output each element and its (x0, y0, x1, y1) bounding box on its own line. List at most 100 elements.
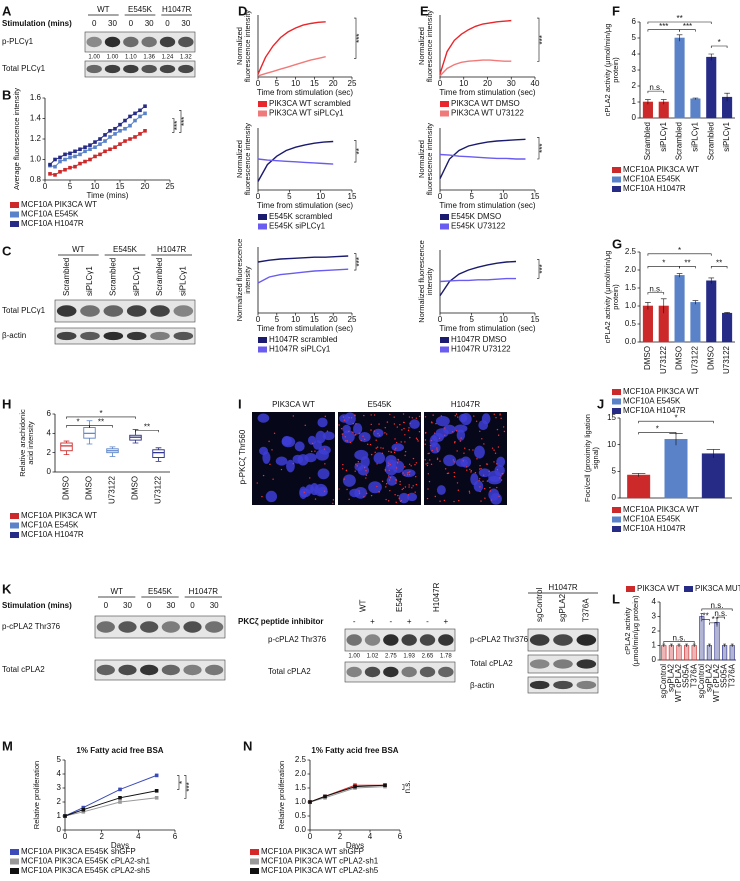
y-axis-label-text: cPLA2 activity (μmol/min/μg protein) (623, 595, 640, 667)
pla-dot (404, 454, 406, 457)
x-tick-label: DMSO (643, 346, 652, 370)
pla-dot (439, 500, 441, 502)
legend-label: MCF10A H1047R (21, 219, 84, 228)
pla-dot (454, 415, 456, 417)
data-line (257, 268, 349, 284)
data-line (257, 158, 334, 165)
data-point (103, 133, 107, 137)
sig-bracket (647, 253, 712, 256)
pla-dot (375, 447, 377, 449)
y-tick-label: 2 (57, 797, 62, 806)
data-point (53, 164, 57, 169)
sig-label: ** (676, 14, 682, 23)
pla-dot (494, 452, 497, 454)
pla-dot (427, 452, 429, 455)
row-label: β-actin (470, 681, 494, 690)
pla-dot (397, 459, 400, 461)
pla-dot (459, 440, 462, 442)
sig-label: ** (702, 612, 708, 621)
x-tick-label: 10 (291, 79, 300, 88)
pla-dot (311, 450, 313, 453)
pla-dot (473, 415, 475, 417)
y-axis-label-text: Relative proliferation (277, 760, 286, 830)
pla-dot (408, 463, 411, 465)
sig-bracket (647, 90, 665, 94)
pla-dot (395, 441, 398, 444)
error-bar (645, 302, 651, 310)
pla-dot (395, 447, 397, 450)
data-point (108, 129, 112, 133)
pla-dot (304, 424, 306, 427)
nucleus (490, 493, 502, 505)
nucleus (409, 419, 420, 429)
pla-dot (393, 451, 396, 454)
pla-dot (444, 468, 447, 470)
data-point (154, 773, 159, 778)
y-axis-label: Relative arachidonic acid intensity (18, 409, 35, 477)
y-tick-label: 4 (652, 597, 657, 606)
x-tick-label: 0 (438, 79, 443, 88)
data-point (58, 155, 62, 160)
x-tick-label: U73122 (154, 475, 163, 504)
sig-bracket (679, 29, 696, 32)
data-line (439, 277, 516, 283)
data-point (58, 170, 62, 174)
pla-dot (385, 498, 387, 501)
pla-dot (399, 423, 401, 426)
legend-label: E545K U73122 (451, 222, 506, 231)
sig-bracket (354, 253, 357, 271)
x-axis-label: Time from stimulation (sec) (257, 88, 354, 97)
group-label: H1047R (432, 582, 441, 612)
data-point (103, 149, 107, 154)
blot-band (346, 634, 362, 646)
pla-dot (493, 449, 495, 451)
error-bar (724, 92, 730, 102)
bar (690, 98, 701, 119)
data-point (118, 142, 122, 146)
pla-dot (365, 477, 367, 479)
pla-dot (393, 423, 396, 425)
pla-dot (373, 430, 376, 432)
legend-label: MCF10A PIK3CA WT (21, 200, 97, 209)
lane-label: 30 (210, 601, 219, 610)
legend-swatch (10, 858, 19, 865)
x-tick-label: 4 (136, 832, 141, 841)
pla-dot (490, 499, 493, 501)
pla-dot (404, 486, 407, 488)
y-tick-label: 1.2 (30, 134, 42, 143)
lane-label: Scrambled (108, 258, 117, 296)
row-label: p-cPLA2 Thr376 (268, 635, 327, 644)
data-point (108, 147, 112, 152)
y-tick-label: 0 (632, 113, 637, 122)
pla-dot (424, 459, 426, 461)
pla-dot (468, 490, 471, 493)
bar (706, 645, 712, 661)
lane-label: 1.00 (88, 55, 100, 61)
y-tick-label: 1.5 (625, 283, 637, 292)
legend-label: MCF10A H1047R (623, 184, 686, 193)
data-point (143, 129, 147, 133)
panel-label: J (597, 396, 604, 411)
y-axis-label: Normalized fluorescence intensity (417, 123, 434, 195)
y-tick-label: 0.0 (625, 337, 637, 346)
blot-band (438, 666, 454, 678)
data-point (78, 147, 82, 152)
y-axis-label-text: Normalized fluorescence intensity (235, 9, 252, 83)
pla-dot (425, 431, 427, 434)
legend-label: MCF10A E545K (623, 397, 681, 406)
x-tick-label: siPLCγ1 (722, 121, 731, 151)
legend-label: MCF10A PIK3CA WT (623, 387, 699, 396)
data-point (83, 149, 87, 154)
legend-label: MCF10A PIK3CA WT (21, 511, 97, 520)
blot-band (161, 621, 180, 633)
blot-band (401, 666, 417, 678)
x-axis-label: Days (111, 841, 129, 850)
y-tick-label: 1 (652, 641, 657, 650)
chart-title: 1% Fatty acid free BSA (311, 746, 398, 755)
y-tick-label: 5 (612, 466, 617, 475)
lane-label: siPLCγ1 (132, 266, 141, 296)
x-tick-label: 25 (348, 315, 357, 324)
pla-dot (491, 447, 494, 449)
panel-label: M (2, 738, 13, 753)
pla-dot (462, 460, 465, 462)
